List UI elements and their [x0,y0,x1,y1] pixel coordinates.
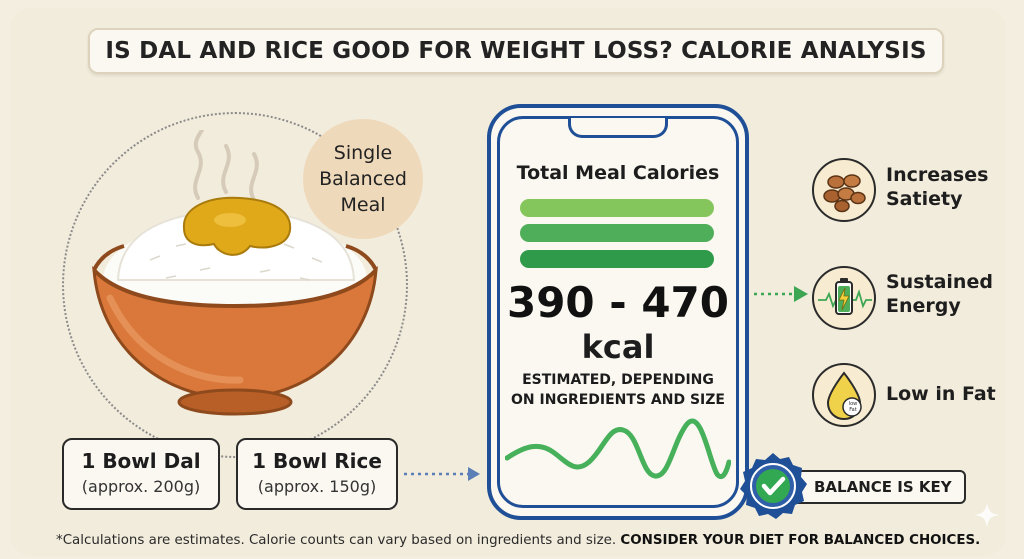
calorie-note: ESTIMATED, DEPENDING ON INGREDIENTS AND … [511,372,725,408]
ingredient-amount: (approx. 150g) [257,477,377,496]
page-title: IS DAL AND RICE GOOD FOR WEIGHT LOSS? CA… [105,38,927,64]
footnote-text: *Calculations are estimates. Calorie cou… [56,533,621,548]
balance-text: BALANCE IS KEY [814,478,952,496]
benefit-label-low-fat: Low in Fat [886,383,996,405]
oil-drop-label: low Fat [848,401,858,413]
benefit-label-satiety: Increases Satiety [886,164,989,210]
ingredient-amount: (approx. 200g) [81,477,201,496]
calorie-bar [520,199,714,217]
footnote: *Calculations are estimates. Calorie cou… [56,533,996,548]
bowl-base [177,388,293,416]
energy-wave-icon [505,418,731,480]
calorie-unit: kcal [581,328,655,366]
balance-banner: BALANCE IS KEY [790,470,966,504]
ingredient-card-dal: 1 Bowl Dal (approx. 200g) [62,438,220,510]
arrow-right-icon [404,467,480,481]
bowl-rim [92,268,378,309]
ingredient-name: 1 Bowl Rice [252,449,382,473]
calorie-range: 390 - 470 [506,278,730,327]
phone-screen [497,116,739,508]
dal-rice-bowl-illustration [92,130,378,416]
calorie-bar [520,250,714,268]
check-seal-icon [740,453,807,519]
phone-notch [568,118,668,138]
ingredient-card-rice: 1 Bowl Rice (approx. 150g) [236,438,398,510]
ingredient-name: 1 Bowl Dal [81,449,201,473]
calorie-title: Total Meal Calories [516,162,720,184]
dal-pour [182,196,292,256]
legumes-icon [812,158,876,222]
oil-drop-icon: low Fat [812,363,876,427]
dotted-ring [62,112,408,458]
title-banner: IS DAL AND RICE GOOD FOR WEIGHT LOSS? CA… [88,28,944,74]
arrow-right-icon [754,286,808,302]
benefit-label-energy: Sustained Energy [886,271,993,317]
footnote-emphasis: CONSIDER YOUR DIET FOR BALANCED CHOICES. [620,533,981,548]
battery-icon [812,266,876,330]
balanced-meal-badge: Single Balanced Meal [303,119,423,239]
badge-text: Single Balanced Meal [319,142,407,216]
calorie-bar [520,224,714,242]
sparkle-icon [974,502,1000,528]
steam-icon [193,130,259,202]
